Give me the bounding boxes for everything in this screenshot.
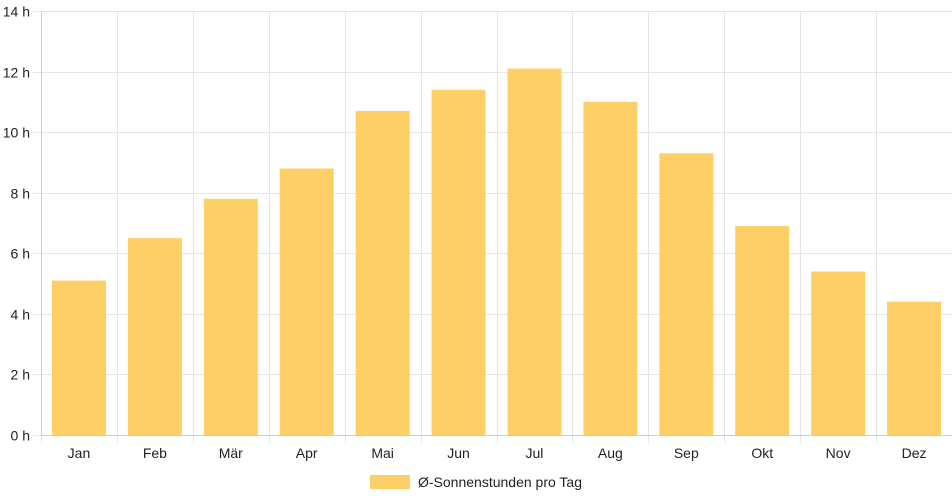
y-tick-label: 14 h [3, 4, 30, 20]
y-tick-label: 10 h [3, 125, 30, 141]
y-tick-label: 0 h [11, 428, 30, 444]
bar [127, 238, 182, 435]
y-tick-label: 12 h [3, 65, 30, 81]
bar [735, 226, 790, 435]
axis-layer: 0 h 2 h 4 h 6 h 8 h 10 h 12 h 14 h Jan Feb Mär Apr M… [3, 4, 952, 461]
x-tick-label: Dez [902, 445, 927, 461]
x-tick-label: Nov [826, 445, 851, 461]
grid-layer [33, 11, 952, 443]
bar [203, 198, 258, 435]
bar [279, 168, 334, 435]
bar [507, 68, 562, 436]
bar [811, 271, 866, 435]
y-tick-label: 6 h [11, 246, 30, 262]
legend-swatch[interactable] [370, 475, 410, 489]
bar [659, 153, 714, 436]
x-tick-label: Okt [751, 445, 773, 461]
x-tick-label: Feb [143, 445, 167, 461]
x-tick-label: Apr [296, 445, 318, 461]
bar [431, 89, 486, 435]
bar [583, 101, 638, 435]
legend[interactable]: Ø-Sonnenstunden pro Tag [370, 474, 582, 490]
y-tick-label: 4 h [11, 307, 30, 323]
bar [355, 110, 410, 435]
x-tick-label: Jan [68, 445, 91, 461]
bars-layer [51, 68, 942, 436]
x-tick-label: Jun [447, 445, 470, 461]
x-tick-label: Mai [371, 445, 394, 461]
y-tick-label: 8 h [11, 186, 30, 202]
y-tick-label: 2 h [11, 367, 30, 383]
x-tick-label: Sep [674, 445, 699, 461]
bar [51, 280, 106, 435]
bar [887, 301, 942, 435]
x-tick-label: Aug [598, 445, 623, 461]
x-tick-label: Mär [219, 445, 243, 461]
x-tick-label: Jul [526, 445, 544, 461]
legend-label[interactable]: Ø-Sonnenstunden pro Tag [418, 474, 582, 490]
